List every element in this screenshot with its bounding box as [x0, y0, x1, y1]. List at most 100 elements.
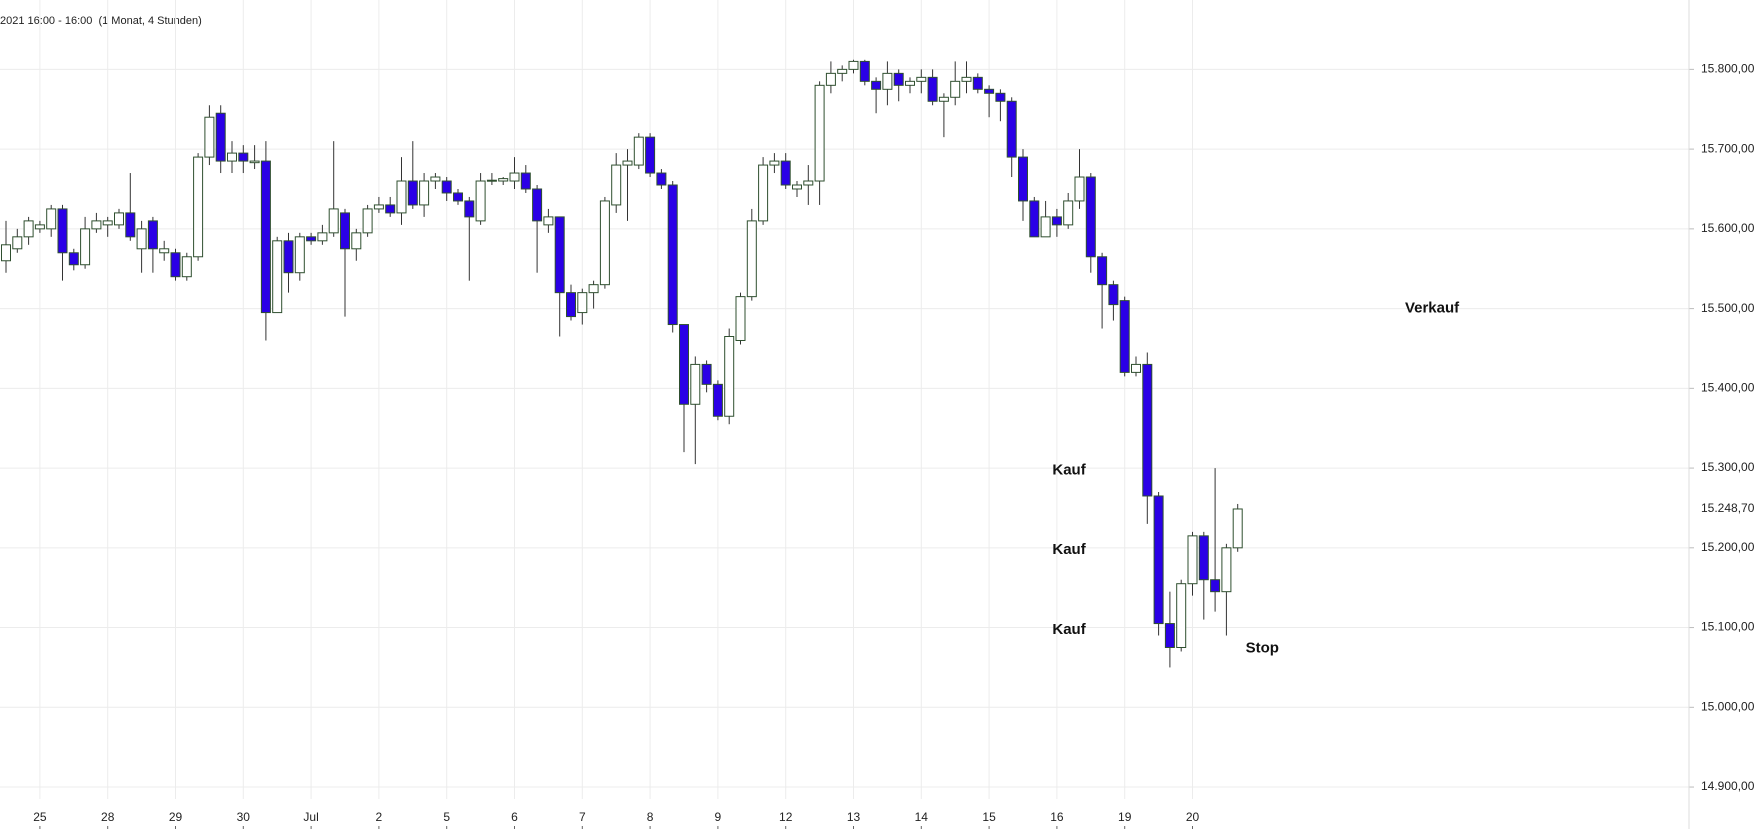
candle-up — [80, 228, 91, 266]
candle-down — [260, 160, 271, 314]
x-tick-label: 8 — [647, 810, 654, 824]
y-tick-label: 15.300,00 — [1701, 460, 1755, 474]
candle-down — [1153, 495, 1164, 625]
candle-down — [125, 212, 136, 238]
candle-up — [1, 244, 11, 262]
candle-up — [159, 248, 170, 254]
candle-down — [68, 252, 79, 266]
candle-down — [871, 80, 882, 90]
candle-up — [577, 292, 588, 314]
candle-down — [340, 212, 350, 250]
candle-up — [12, 236, 23, 250]
candle-up — [769, 160, 780, 166]
x-tick-label: 7 — [579, 810, 586, 824]
candle-up — [136, 228, 147, 250]
x-tick-label: Jul — [303, 810, 318, 824]
candle-up — [611, 164, 622, 206]
candle-up — [1232, 508, 1243, 549]
candle-down — [972, 76, 983, 90]
candle-up — [249, 160, 260, 164]
candle-up — [588, 284, 599, 294]
candle-up — [599, 200, 610, 286]
x-tick-label: 29 — [169, 810, 183, 824]
candle-up — [633, 136, 644, 166]
x-tick-label: 16 — [1050, 810, 1064, 824]
candle-up — [91, 220, 102, 230]
candle-up — [938, 96, 949, 102]
y-tick-label: 15.200,00 — [1701, 540, 1755, 554]
candle-up — [803, 180, 814, 186]
candle-up — [882, 72, 893, 90]
candle-up — [1040, 216, 1051, 238]
candle-up — [690, 363, 701, 405]
candle-up — [1131, 363, 1141, 373]
x-tick-label: 14 — [915, 810, 929, 824]
candle-up — [848, 60, 859, 70]
candle-up — [204, 116, 215, 158]
candle-up — [227, 152, 237, 162]
candle-up — [102, 220, 113, 226]
candle-down — [441, 180, 452, 194]
x-tick-label: 12 — [779, 810, 793, 824]
candle-up — [193, 156, 204, 258]
candle-up — [792, 184, 802, 190]
candle-up — [396, 180, 407, 214]
candle-up — [961, 76, 972, 82]
candle-down — [554, 216, 565, 294]
candle-up — [46, 208, 57, 230]
annotation: Kauf — [1052, 461, 1086, 478]
candle-down — [520, 172, 531, 190]
x-tick-label: 19 — [1118, 810, 1132, 824]
candle-up — [622, 160, 633, 166]
candle-up — [837, 68, 848, 74]
candle-up — [430, 176, 441, 182]
candle-up — [272, 240, 283, 314]
y-tick-label: 15.700,00 — [1701, 141, 1755, 155]
last-price-label: 15.248,70 — [1701, 501, 1755, 515]
candle-down — [679, 324, 689, 405]
candle-down — [532, 188, 543, 222]
y-tick-label: 15.100,00 — [1701, 620, 1755, 634]
candle-down — [238, 152, 249, 162]
candle-down — [385, 204, 396, 214]
candle-up — [825, 72, 836, 86]
x-tick-label: 28 — [101, 810, 115, 824]
candle-up — [1221, 547, 1232, 593]
candle-down — [1018, 156, 1028, 202]
candle-down — [1210, 579, 1221, 593]
y-tick-label: 15.800,00 — [1701, 62, 1755, 76]
candle-up — [328, 208, 339, 234]
y-tick-label: 15.500,00 — [1701, 301, 1755, 315]
candle-down — [1119, 300, 1130, 373]
candle-down — [1051, 216, 1062, 226]
annotation: Verkauf — [1405, 300, 1460, 317]
candle-up — [1187, 535, 1198, 585]
candle-down — [283, 240, 294, 274]
candle-up — [114, 212, 124, 226]
candle-up — [1176, 583, 1187, 648]
y-tick-label: 15.000,00 — [1701, 699, 1755, 713]
candle-up — [1063, 200, 1074, 226]
candle-up — [1074, 176, 1085, 202]
candle-down — [984, 88, 995, 94]
candle-down — [701, 363, 712, 385]
x-tick-label: 15 — [982, 810, 996, 824]
candle-down — [780, 160, 791, 186]
candle-up — [362, 208, 373, 234]
candle-up — [351, 232, 362, 250]
candle-down — [1029, 200, 1040, 238]
candle-down — [215, 112, 226, 162]
candle-up — [475, 180, 486, 222]
candle-up — [543, 216, 554, 226]
candle-up — [181, 256, 192, 278]
candle-up — [724, 336, 735, 417]
candle-up — [294, 236, 305, 274]
candle-up — [486, 179, 497, 182]
candle-down — [464, 200, 475, 218]
x-tick-label: 9 — [715, 810, 722, 824]
candle-up — [498, 178, 509, 182]
x-tick-label: 25 — [33, 810, 47, 824]
candle-down — [645, 136, 656, 174]
candle-down — [667, 184, 678, 326]
